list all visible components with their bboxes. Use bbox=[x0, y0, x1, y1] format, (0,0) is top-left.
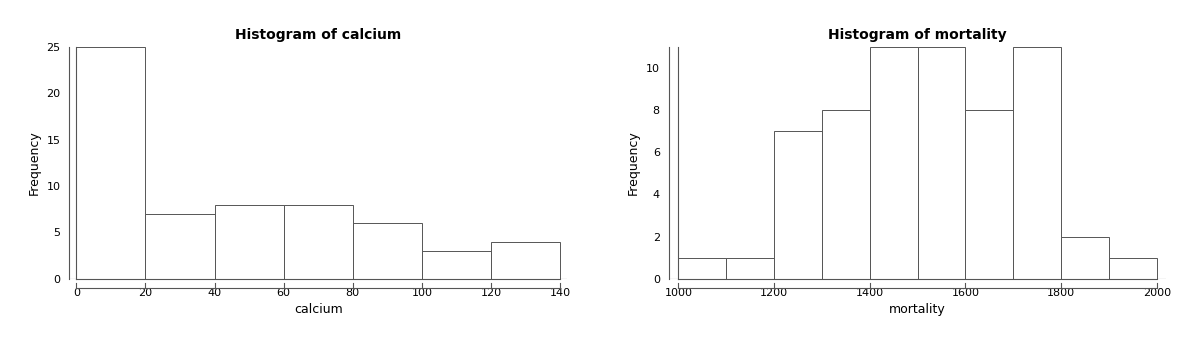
Bar bbox=[422, 251, 491, 279]
Bar bbox=[918, 47, 965, 279]
Y-axis label: Frequency: Frequency bbox=[28, 130, 41, 195]
Title: Histogram of mortality: Histogram of mortality bbox=[828, 28, 1007, 42]
Bar bbox=[353, 223, 422, 279]
Bar bbox=[1013, 47, 1061, 279]
Bar bbox=[870, 47, 918, 279]
Bar bbox=[726, 258, 774, 279]
Bar bbox=[145, 214, 215, 279]
Bar bbox=[1109, 258, 1157, 279]
X-axis label: calcium: calcium bbox=[294, 303, 343, 316]
Bar bbox=[215, 205, 283, 279]
Bar bbox=[283, 205, 353, 279]
X-axis label: mortality: mortality bbox=[889, 303, 946, 316]
Bar bbox=[965, 110, 1013, 279]
Bar bbox=[774, 131, 822, 279]
Y-axis label: Frequency: Frequency bbox=[628, 130, 641, 195]
Bar bbox=[822, 110, 870, 279]
Title: Histogram of calcium: Histogram of calcium bbox=[235, 28, 401, 42]
Bar bbox=[678, 258, 726, 279]
Bar bbox=[491, 241, 560, 279]
Bar bbox=[77, 47, 145, 279]
Bar bbox=[1061, 237, 1109, 279]
